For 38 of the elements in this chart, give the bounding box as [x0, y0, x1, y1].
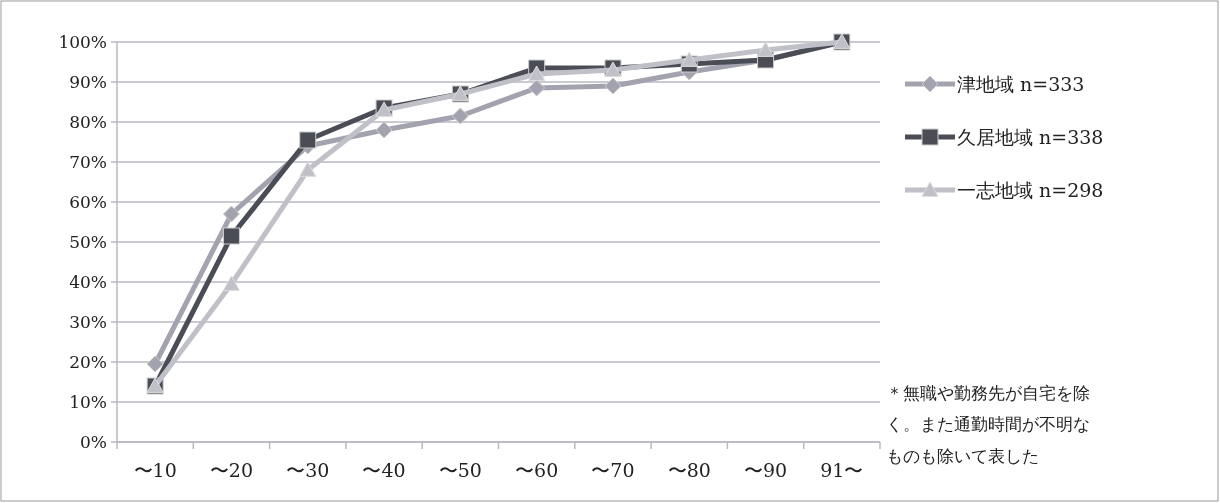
point: [375, 121, 393, 139]
y-tick-label: 90%: [69, 72, 107, 92]
x-tick-label: 〜30: [286, 459, 330, 481]
point: [757, 41, 775, 57]
y-tick-label: 0%: [80, 432, 107, 452]
point: [680, 51, 698, 67]
x-tick-label: 〜40: [362, 459, 406, 481]
point: [222, 275, 240, 291]
x-tick-label: 〜70: [591, 459, 635, 481]
point: [451, 107, 469, 125]
y-tick-label: 100%: [58, 32, 107, 52]
x-tick-label: 91〜: [820, 459, 864, 481]
y-tick-label: 60%: [69, 192, 107, 212]
legend-label: 津地域 n=333: [957, 73, 1085, 95]
text: ＊無職や勤務先が自宅を除く。また通勤時間が不明なものも除いて表した: [886, 382, 1091, 468]
y-tick-label: 30%: [69, 312, 107, 332]
x-tick-label: 〜90: [743, 459, 788, 481]
point: [146, 355, 164, 373]
point: [604, 77, 622, 95]
x-tick-label: 〜10: [133, 459, 177, 481]
y-tick-label: 80%: [69, 112, 107, 132]
point: [299, 161, 317, 177]
point: [299, 131, 317, 149]
y-tick-label: 50%: [69, 232, 107, 252]
y-tick-label: 20%: [69, 352, 107, 372]
y-tick-label: 40%: [69, 272, 107, 292]
x-tick-label: 〜60: [515, 459, 559, 481]
legend-label: 久居地域 n=338: [957, 126, 1104, 148]
x-tick-label: 〜50: [438, 459, 482, 481]
legend-label: 一志地域 n=298: [957, 179, 1104, 201]
x-tick-label: 〜20: [209, 459, 254, 481]
y-tick-label: 10%: [69, 392, 107, 412]
point: [222, 205, 240, 223]
x-tick-label: 〜80: [667, 459, 711, 481]
point: [222, 227, 240, 245]
point: [528, 65, 546, 81]
point: [528, 79, 546, 97]
y-tick-label: 70%: [69, 152, 107, 172]
